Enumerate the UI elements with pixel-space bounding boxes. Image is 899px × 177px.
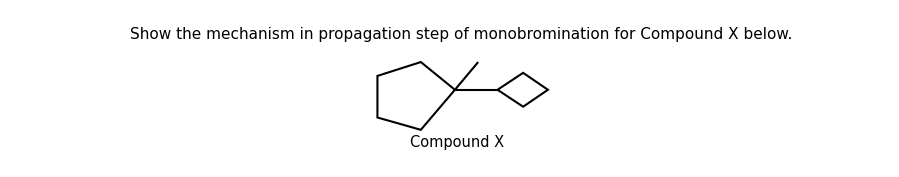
- Text: Show the mechanism in propagation step of monobromination for Compound X below.: Show the mechanism in propagation step o…: [130, 27, 792, 42]
- Text: Compound X: Compound X: [410, 135, 504, 150]
